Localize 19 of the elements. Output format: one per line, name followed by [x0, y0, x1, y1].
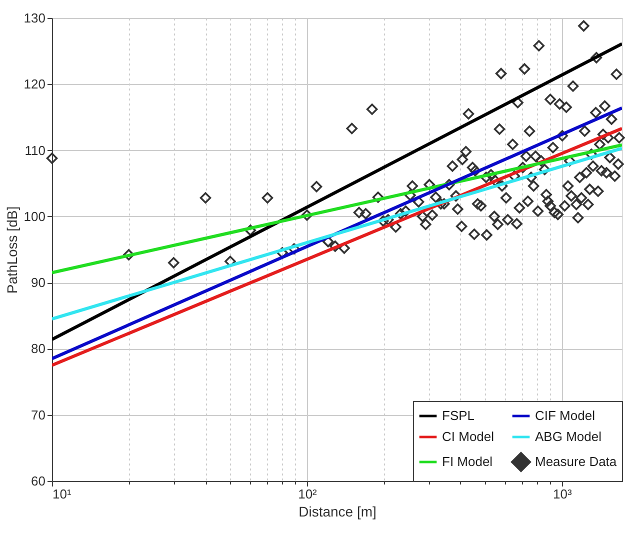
legend-label: FSPL [442, 408, 475, 423]
x-tick-label: 10³ [553, 486, 573, 502]
y-tick-label: 60 [31, 474, 46, 488]
x-tick-label: 10¹ [52, 486, 72, 502]
legend-label: ABG Model [535, 429, 602, 444]
legend-label: CIF Model [535, 408, 596, 423]
legend-label: Measure Data [535, 454, 618, 469]
y-tick-label: 110 [24, 142, 46, 158]
legend-label: CI Model [442, 429, 494, 444]
y-tick-label: 100 [24, 208, 46, 224]
y-tick-label: 70 [31, 407, 46, 422]
y-tick-label: 130 [24, 10, 46, 26]
x-tick-label: 10² [298, 486, 318, 502]
y-tick-label: 90 [31, 275, 46, 290]
y-tick-label: 120 [24, 76, 46, 92]
legend-label: FI Model [442, 454, 493, 469]
y-tick-label: 80 [31, 341, 46, 356]
x-axis-title: Distance [m] [298, 504, 376, 520]
y-axis-title: PathLoss [dB] [4, 206, 20, 294]
